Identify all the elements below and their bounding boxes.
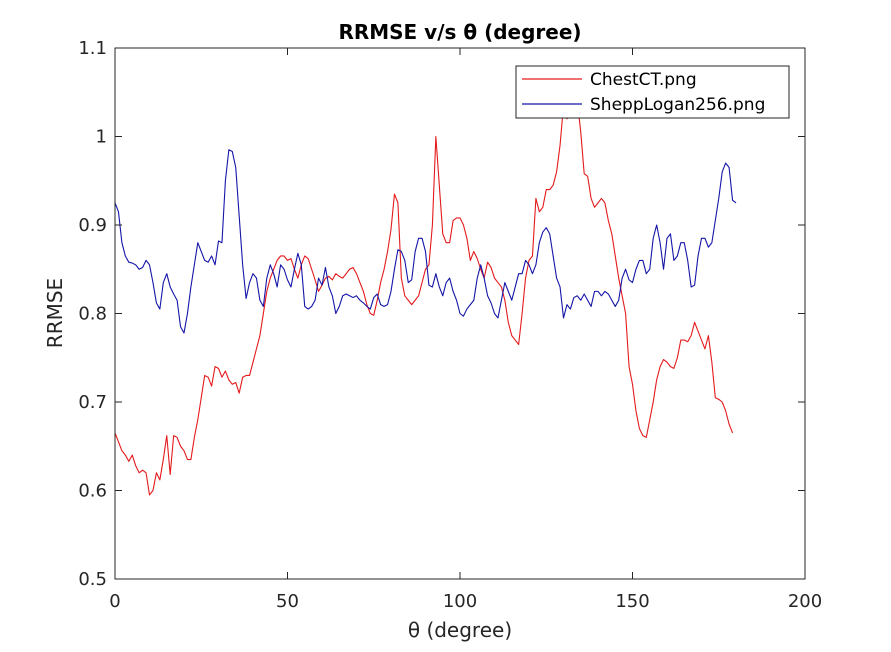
y-tick-label: 0.6: [78, 481, 107, 502]
x-tick-label: 0: [109, 591, 120, 612]
y-tick-label: 1.1: [78, 38, 107, 59]
y-tick-label: 1: [96, 127, 107, 148]
legend-label-chestct: ChestCT.png: [590, 70, 697, 90]
x-axis-label: θ (degree): [408, 618, 512, 642]
y-tick-label: 0.8: [78, 304, 107, 325]
y-tick-label: 0.5: [78, 569, 107, 590]
series-layer: [115, 100, 737, 496]
chart-title: RRMSE v/s θ (degree): [338, 20, 581, 44]
series-line-shepplogan: [115, 149, 737, 334]
legend-label-shepplogan: SheppLogan256.png: [590, 95, 765, 115]
axes-layer: 0 50 100 150 200 0.5 0.6 0.7 0.8 0.9 1 1.1: [78, 38, 822, 612]
y-tick-label: 0.9: [78, 215, 107, 236]
x-tick-label: 50: [276, 591, 299, 612]
y-axis-label: RRMSE: [43, 278, 67, 348]
legend: ChestCT.png SheppLogan256.png: [515, 65, 790, 119]
x-tick-label: 100: [443, 591, 477, 612]
series-line-chestct: [115, 100, 734, 496]
y-tick-label: 0.7: [78, 392, 107, 413]
x-tick-label: 150: [615, 591, 649, 612]
legend-box: [515, 65, 790, 119]
x-tick-label: 200: [788, 591, 822, 612]
